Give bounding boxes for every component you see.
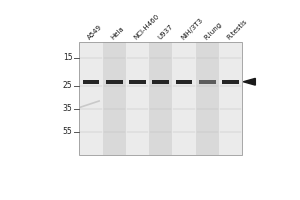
Bar	[222, 80, 239, 84]
Polygon shape	[243, 78, 255, 85]
Text: 55: 55	[63, 127, 72, 136]
Text: NIH/3T3: NIH/3T3	[180, 17, 204, 41]
Text: R.lung: R.lung	[203, 21, 223, 41]
Text: 25: 25	[63, 81, 72, 90]
Bar	[82, 80, 99, 84]
Text: 35: 35	[63, 104, 72, 113]
Bar	[199, 80, 216, 84]
Text: U937: U937	[157, 24, 174, 41]
Bar	[106, 80, 123, 84]
Bar	[126, 42, 149, 155]
Bar	[219, 42, 242, 155]
Bar	[79, 42, 242, 155]
Bar	[172, 42, 196, 155]
Bar	[79, 42, 103, 155]
Bar	[152, 80, 169, 84]
Text: A549: A549	[87, 24, 104, 41]
Text: Hela: Hela	[110, 26, 125, 41]
Bar	[196, 42, 219, 155]
Bar	[149, 42, 172, 155]
Bar	[129, 80, 146, 84]
Text: NCI-H460: NCI-H460	[133, 13, 161, 41]
Text: R.testis: R.testis	[226, 18, 249, 41]
Bar	[176, 80, 192, 84]
Text: 15: 15	[63, 53, 72, 62]
Bar	[103, 42, 126, 155]
